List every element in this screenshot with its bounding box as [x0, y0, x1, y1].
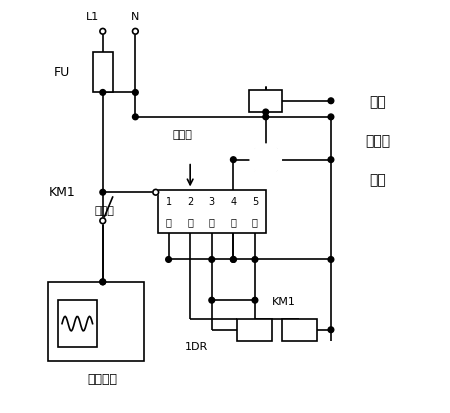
Circle shape	[263, 109, 269, 115]
Circle shape	[132, 28, 138, 34]
Circle shape	[328, 98, 334, 104]
Bar	[58, 300, 97, 347]
Circle shape	[209, 256, 215, 262]
Text: 1DR: 1DR	[185, 342, 208, 352]
Circle shape	[230, 256, 236, 262]
Circle shape	[100, 218, 106, 223]
Text: 高: 高	[166, 217, 171, 227]
Circle shape	[328, 157, 334, 162]
Text: 电加热器: 电加热器	[88, 373, 118, 386]
Circle shape	[132, 90, 138, 95]
Circle shape	[230, 256, 236, 262]
Text: 相: 相	[252, 217, 258, 227]
Bar	[158, 190, 266, 233]
Circle shape	[250, 144, 281, 175]
Text: 报警: 报警	[369, 173, 386, 187]
Text: 热电偶: 热电偶	[172, 130, 192, 140]
Text: 4: 4	[230, 197, 236, 207]
Text: 中: 中	[230, 217, 236, 227]
Text: 总: 总	[187, 217, 193, 227]
Text: 温控仪: 温控仪	[95, 206, 115, 216]
Text: KM1: KM1	[49, 186, 76, 199]
Text: 1: 1	[166, 197, 171, 207]
Text: 低: 低	[209, 217, 215, 227]
Bar	[282, 318, 317, 341]
Circle shape	[100, 279, 106, 285]
Circle shape	[166, 256, 171, 262]
Circle shape	[328, 256, 334, 262]
Circle shape	[252, 297, 258, 303]
Circle shape	[230, 157, 236, 162]
Circle shape	[100, 90, 106, 95]
Circle shape	[100, 279, 106, 285]
Circle shape	[263, 114, 269, 120]
Bar	[48, 282, 144, 361]
Bar	[237, 318, 272, 341]
Circle shape	[328, 327, 334, 332]
Circle shape	[132, 114, 138, 120]
Circle shape	[100, 190, 106, 195]
Text: 2: 2	[187, 197, 194, 207]
Bar	[93, 52, 113, 93]
Bar	[249, 90, 282, 112]
Circle shape	[248, 50, 283, 85]
Circle shape	[328, 114, 334, 120]
Circle shape	[252, 256, 258, 262]
Text: FU: FU	[54, 66, 70, 78]
Circle shape	[153, 190, 158, 195]
Text: 电铃: 电铃	[369, 95, 386, 109]
Text: L1: L1	[86, 12, 99, 22]
Text: KM1: KM1	[272, 297, 296, 307]
Text: 3: 3	[209, 197, 215, 207]
Circle shape	[209, 297, 215, 303]
Text: N: N	[131, 12, 140, 22]
Circle shape	[100, 28, 106, 34]
Text: 5: 5	[252, 197, 258, 207]
Text: 指示灯: 指示灯	[365, 134, 390, 148]
